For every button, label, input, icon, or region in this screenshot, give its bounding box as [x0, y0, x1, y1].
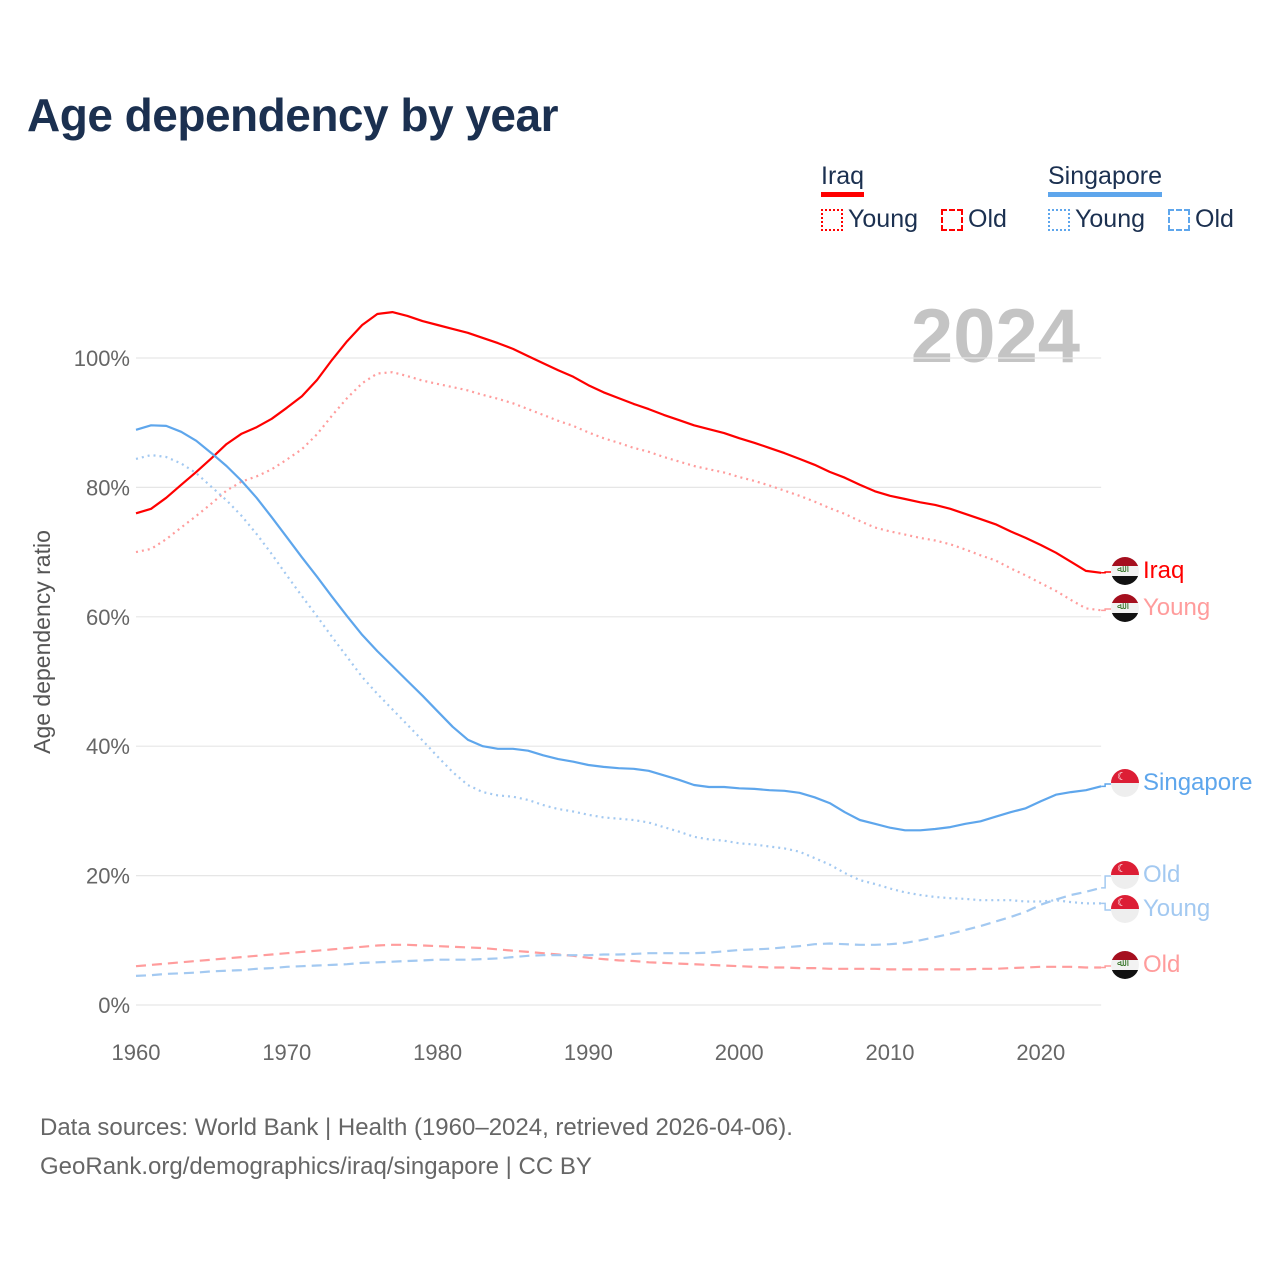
- singapore-flag-icon: [1111, 861, 1139, 889]
- legend-swatch-iraq: [821, 192, 865, 197]
- end-label-iraq: Iraq: [1111, 557, 1184, 585]
- end-label-text: Singapore: [1143, 769, 1253, 796]
- source-line: Data sources: World Bank | Health (1960–…: [40, 1114, 793, 1141]
- legend-country-label: Iraq: [821, 162, 865, 190]
- x-tick-label: 1970: [262, 1040, 311, 1065]
- dotted-swatch-icon: [821, 208, 843, 231]
- x-tick-label: 1980: [413, 1040, 462, 1065]
- dashed-swatch-icon: [1168, 208, 1190, 231]
- year-badge: 2024: [911, 294, 1080, 379]
- chart-title: Age dependency by year: [27, 89, 558, 141]
- dashed-swatch-icon: [941, 208, 963, 231]
- legend-iraq: Iraq: [821, 162, 865, 197]
- label-connector: [1101, 783, 1112, 788]
- series-line-singapore_old: [135, 886, 1102, 977]
- y-tick-label: 0%: [98, 993, 130, 1018]
- source-note: Data sources: World Bank | Health (1960–…: [40, 1108, 793, 1186]
- legend-country-label: Singapore: [1048, 162, 1162, 190]
- y-tick-label: 100%: [74, 346, 130, 371]
- x-tick-label: 2000: [715, 1040, 764, 1065]
- end-label-singapore: Singapore: [1111, 769, 1252, 797]
- legend-item-label: Young: [848, 205, 918, 233]
- x-tick-label: 1960: [112, 1040, 161, 1065]
- legend-item-label: Young: [1075, 205, 1145, 233]
- singapore-flag-icon: [1111, 895, 1139, 923]
- series-line-iraq_old: [135, 943, 1102, 971]
- y-tick-label: 20%: [86, 864, 130, 889]
- y-axis-label: Age dependency ratio: [29, 530, 55, 754]
- legend-iraq-young[interactable]: Young: [821, 205, 918, 234]
- legend-swatch-singapore: [1048, 192, 1162, 197]
- series-line-singapore_young: [135, 454, 1102, 905]
- end-label-singapore-young: Young: [1111, 895, 1210, 923]
- iraq-flag-icon: [1111, 557, 1139, 585]
- legend-country-singapore[interactable]: Singapore: [1048, 162, 1162, 197]
- y-tick-label: 40%: [86, 734, 130, 759]
- label-connector: [1101, 965, 1112, 969]
- end-label-text: Young: [1143, 895, 1211, 922]
- y-tick-label: 80%: [86, 475, 130, 500]
- iraq-flag-icon: [1111, 951, 1139, 979]
- legend-singapore-old[interactable]: Old: [1168, 205, 1234, 234]
- x-tick-label: 2010: [866, 1040, 915, 1065]
- legend-item-label: Old: [1195, 205, 1234, 233]
- end-label-text: Old: [1143, 861, 1181, 888]
- x-tick-label: 2020: [1016, 1040, 1065, 1065]
- end-label-text: Iraq: [1143, 557, 1185, 584]
- series-line-iraq_young: [135, 371, 1102, 612]
- legend-country-iraq[interactable]: Iraq: [821, 162, 865, 197]
- series-line-iraq_total: [135, 311, 1102, 574]
- singapore-flag-icon: [1111, 769, 1139, 797]
- series-line-singapore_total: [135, 424, 1102, 832]
- dotted-swatch-icon: [1048, 208, 1070, 231]
- label-connector: [1101, 571, 1112, 574]
- end-label-iraq-old: Old: [1111, 951, 1180, 979]
- label-connector: [1101, 875, 1112, 889]
- legend-item-label: Old: [968, 205, 1007, 233]
- end-label-singapore-old: Old: [1111, 861, 1180, 889]
- end-label-iraq-young: Young: [1111, 594, 1210, 622]
- legend-singapore: Singapore: [1048, 162, 1162, 197]
- label-connector: [1101, 902, 1112, 911]
- label-connector: [1101, 608, 1112, 612]
- legend-singapore-young[interactable]: Young: [1048, 205, 1145, 234]
- iraq-flag-icon: [1111, 594, 1139, 622]
- x-tick-label: 1990: [564, 1040, 613, 1065]
- legend-iraq-old[interactable]: Old: [941, 205, 1007, 234]
- end-label-text: Young: [1143, 594, 1211, 621]
- end-label-text: Old: [1143, 951, 1181, 978]
- source-link[interactable]: GeoRank.org/demographics/iraq/singapore …: [40, 1153, 592, 1180]
- y-tick-label: 60%: [86, 605, 130, 630]
